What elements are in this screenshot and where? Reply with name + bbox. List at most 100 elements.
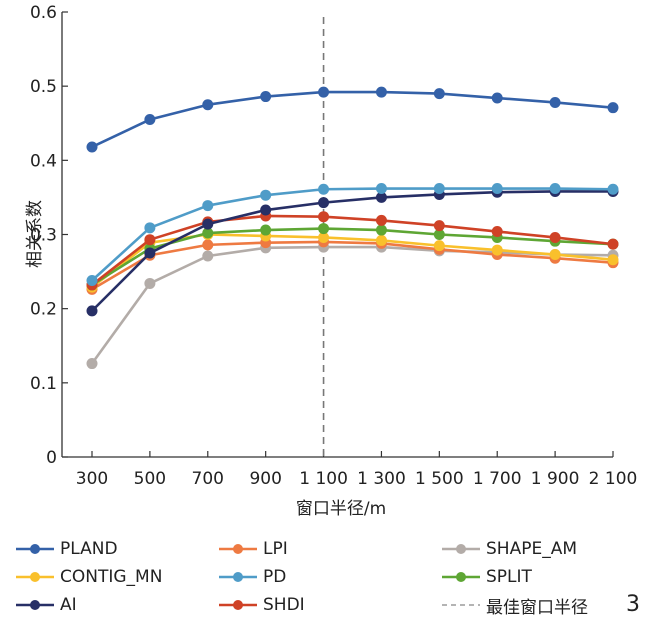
y-tick-label: 0 [46, 448, 57, 468]
legend-label: PD [263, 567, 287, 587]
data-point [375, 234, 387, 246]
data-point [375, 214, 387, 226]
legend-label: LPI [263, 539, 288, 559]
y-tick-label: 0.6 [30, 3, 57, 23]
x-tick-label: 1 300 [357, 469, 406, 489]
data-point [433, 220, 445, 232]
series-line [91, 240, 614, 291]
legend-item-pd: PD [217, 564, 286, 590]
data-point [375, 183, 387, 195]
data-point [318, 231, 330, 243]
legend-item-split: SPLIT [440, 564, 532, 590]
data-point [375, 86, 387, 98]
data-point [144, 234, 156, 246]
data-point [549, 231, 561, 243]
data-point [260, 91, 272, 103]
data-point [433, 240, 445, 252]
y-tick-label: 0.2 [30, 300, 57, 320]
series-line [90, 245, 614, 365]
line-chart: 0 0.1 0.2 0.3 0.4 0.5 0.6 300 500 700 900 1 100 1 30… [25, 3, 638, 519]
x-tick-label: 700 [192, 469, 224, 489]
legend-dash-icon [442, 604, 480, 606]
y-tick-label: 0.4 [30, 151, 57, 171]
data-point [202, 239, 214, 251]
x-tick-label: 300 [76, 469, 108, 489]
data-point [86, 274, 98, 286]
x-tick-label: 500 [134, 469, 166, 489]
data-point [202, 218, 214, 230]
x-tick-label: 1 500 [415, 469, 464, 489]
data-point [607, 102, 619, 114]
legend-line-marker-icon [219, 544, 257, 554]
data-point [318, 86, 330, 98]
data-point [202, 227, 214, 239]
legend-line-marker-icon [16, 572, 54, 582]
legend-item-shdi: SHDI [217, 592, 305, 618]
data-point [491, 244, 503, 256]
data-point [260, 224, 272, 236]
legend-line-marker-icon [219, 572, 257, 582]
legend-line-marker-icon [219, 600, 257, 610]
data-point [86, 141, 98, 153]
x-axis-title: 窗口半径/m [296, 499, 386, 519]
series-contig-mn [86, 229, 619, 293]
data-point [260, 189, 272, 201]
data-point [607, 183, 619, 195]
series-line [91, 227, 614, 287]
legend-label: AI [60, 595, 77, 615]
data-point [433, 88, 445, 100]
x-tick-label: 1 900 [531, 469, 580, 489]
x-tick-label: 1 700 [473, 469, 522, 489]
legend-line-marker-icon [442, 544, 480, 554]
legend: PLAND LPI SHAPE_AM CONTIG_MN PD SPLIT AI SHDI 最佳… [0, 536, 650, 626]
data-point [318, 197, 330, 209]
data-point [607, 238, 619, 250]
y-tick-label: 0.1 [30, 374, 57, 394]
data-point [491, 226, 503, 238]
data-point [549, 96, 561, 108]
legend-label: CONTIG_MN [60, 567, 163, 587]
series-shape-am [86, 241, 619, 370]
y-tick-label: 0.5 [30, 77, 57, 97]
figure-number: 3 [626, 592, 640, 617]
series-line [91, 187, 614, 282]
series-line [91, 214, 614, 286]
data-point [549, 249, 561, 261]
legend-label: SPLIT [486, 567, 532, 587]
data-point [202, 200, 214, 212]
legend-item-shape-am: SHAPE_AM [440, 536, 577, 562]
data-point [202, 99, 214, 111]
legend-item-ai: AI [14, 592, 77, 618]
legend-item-contig-mn: CONTIG_MN [14, 564, 162, 590]
legend-line-marker-icon [442, 572, 480, 582]
data-point [86, 305, 98, 317]
series-pd [86, 183, 619, 286]
data-point [144, 222, 156, 234]
data-point [375, 224, 387, 236]
x-tick-label: 900 [249, 469, 281, 489]
data-point [202, 250, 214, 262]
data-point [549, 183, 561, 195]
legend-line-marker-icon [16, 544, 54, 554]
data-point [318, 211, 330, 223]
series-pland [86, 86, 619, 153]
data-point [144, 114, 156, 126]
legend-label: 最佳窗口半径 [486, 597, 588, 618]
legend-label: PLAND [60, 539, 118, 559]
data-point [318, 183, 330, 195]
data-point [491, 92, 503, 104]
data-point [491, 183, 503, 195]
data-point [260, 204, 272, 216]
data-point [144, 247, 156, 259]
legend-item-lpi: LPI [217, 536, 288, 562]
legend-item-pland: PLAND [14, 536, 118, 562]
legend-label: SHDI [263, 595, 305, 615]
data-point [144, 277, 156, 289]
data-point [86, 358, 98, 370]
series-line [91, 190, 613, 312]
x-tick-label: 2 100 [589, 469, 638, 489]
legend-line-marker-icon [16, 600, 54, 610]
legend-label: SHAPE_AM [486, 539, 577, 559]
data-point [375, 191, 387, 203]
series-line [91, 90, 614, 149]
